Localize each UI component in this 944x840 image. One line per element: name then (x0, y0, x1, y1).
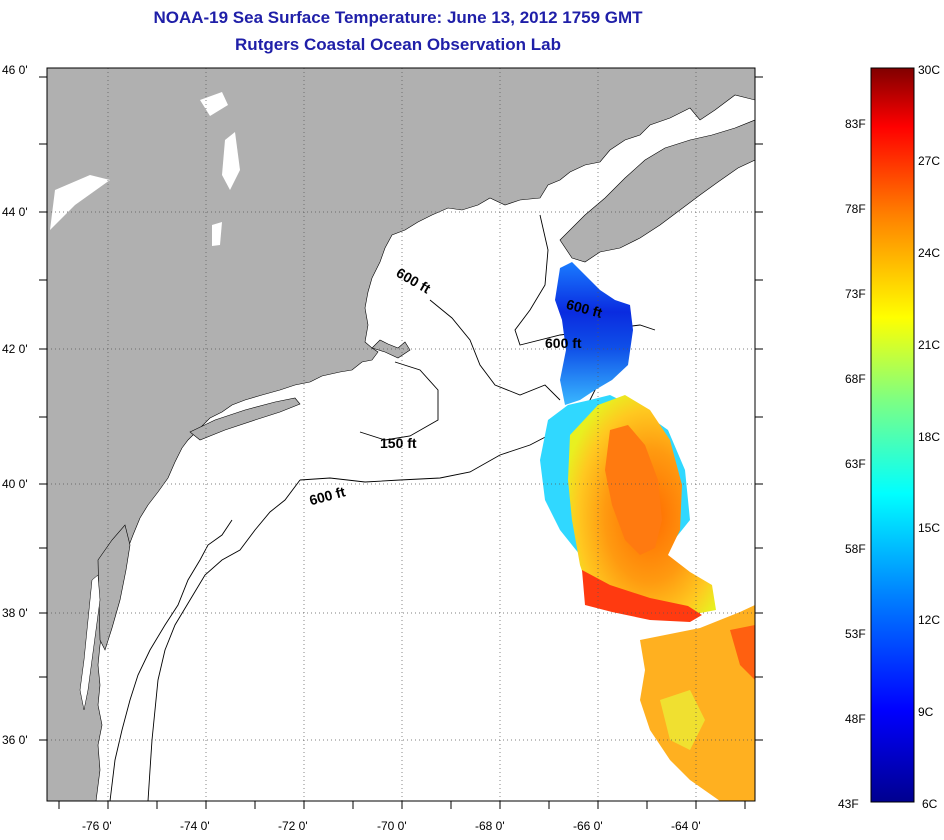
colorbar (870, 67, 915, 803)
colorbar-f-label: 48F (845, 712, 866, 726)
colorbar-f-label: 43F (838, 797, 859, 811)
land-nova-scotia (559, 119, 755, 263)
map-title: NOAA-19 Sea Surface Temperature: June 13… (153, 8, 643, 27)
latitude-label: 36 0' (2, 733, 28, 747)
colorbar-c-label: 18C (918, 430, 940, 444)
lake (50, 175, 110, 230)
map-frame (46, 67, 756, 802)
colorbar-c-label: 24C (918, 246, 940, 260)
lake (212, 222, 222, 246)
sst-eddy-core (605, 425, 662, 555)
colorbar-f-label: 73F (845, 287, 866, 301)
colorbar-c-label: 30C (918, 63, 940, 77)
longitude-label: -72 0' (278, 819, 308, 833)
contour-label: 150 ft (380, 435, 417, 451)
longitude-label: -66 0' (573, 819, 603, 833)
longitude-label: -68 0' (475, 819, 505, 833)
colorbar-c-label: 27C (918, 154, 940, 168)
lake (222, 132, 240, 190)
longitude-label: -76 0' (82, 819, 112, 833)
sst-south-patch-yellow (660, 690, 705, 750)
sst-cold-region (555, 262, 633, 405)
contour-label: 600 ft (545, 335, 582, 351)
colorbar-f-label: 63F (845, 457, 866, 471)
colorbar-f-label: 78F (845, 202, 866, 216)
latitude-label: 44 0' (2, 205, 28, 219)
latitude-label: 38 0' (2, 606, 28, 620)
tick-marks (39, 76, 763, 809)
colorbar-c-label: 15C (918, 521, 940, 535)
latitude-label: 46 0' (2, 63, 28, 77)
sst-swath (540, 262, 755, 801)
colorbar-c-label: 6C (922, 797, 938, 811)
map-subtitle: Rutgers Coastal Ocean Observation Lab (235, 35, 561, 54)
longitude-label: -70 0' (377, 819, 407, 833)
latitude-label: 40 0' (2, 477, 28, 491)
colorbar-f-label: 53F (845, 627, 866, 641)
land-long-island (189, 397, 301, 441)
colorbar-c-label: 21C (918, 338, 940, 352)
colorbar-c-label: 12C (918, 613, 940, 627)
chesapeake-bay (79, 574, 101, 711)
colorbar-c-label: 9C (918, 705, 934, 719)
sst-south-patch (640, 605, 755, 801)
colorbar-f-label: 83F (845, 117, 866, 131)
longitude-label: -64 0' (671, 819, 701, 833)
longitude-label: -74 0' (180, 819, 210, 833)
colorbar-f-label: 68F (845, 372, 866, 386)
lake (200, 92, 228, 116)
colorbar-f-label: 58F (845, 542, 866, 556)
sst-south-patch-hot (730, 625, 755, 680)
latitude-label: 42 0' (2, 342, 28, 356)
sst-hot-band (582, 570, 702, 622)
land-delmarva (97, 524, 131, 651)
